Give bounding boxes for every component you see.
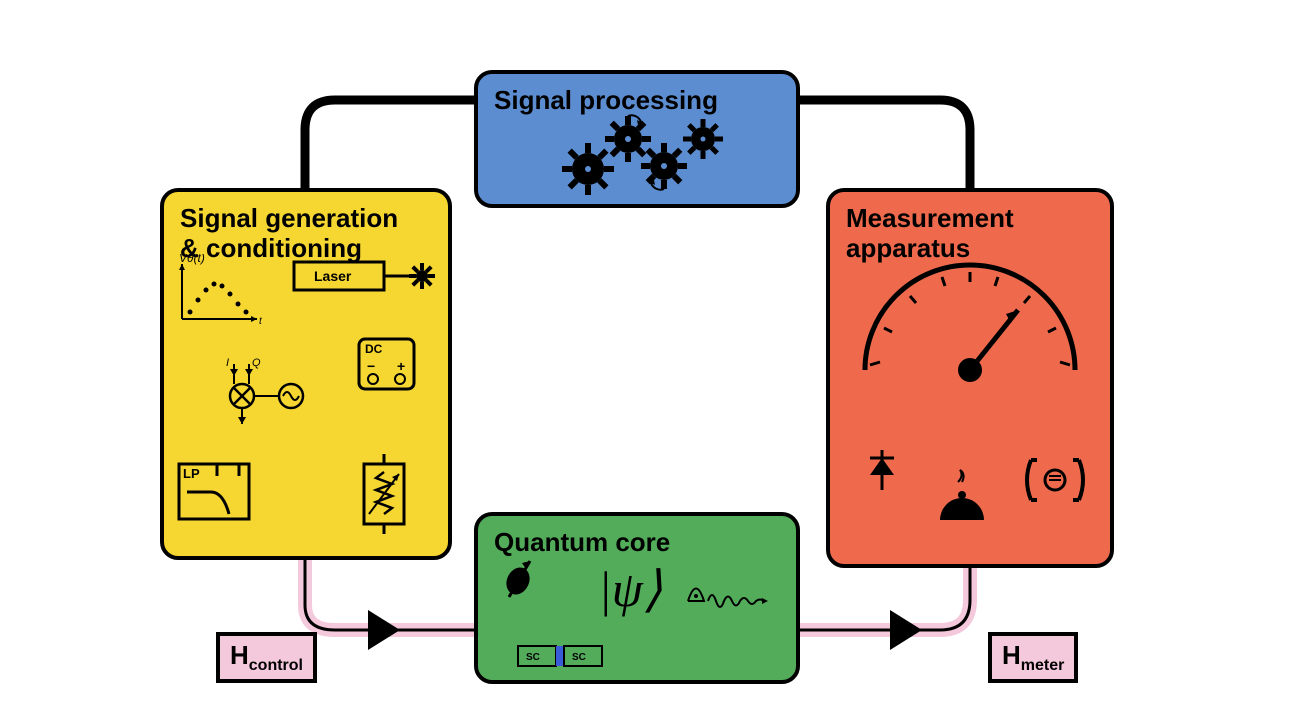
signal-processing-block: Signal processing bbox=[474, 70, 800, 208]
h-control-text: H bbox=[230, 640, 249, 670]
svg-text:SC: SC bbox=[526, 652, 540, 663]
signal-generation-title-1: Signal generation bbox=[180, 204, 432, 234]
wavepacket-icon bbox=[688, 589, 768, 608]
svg-text:I: I bbox=[226, 357, 229, 369]
svg-text:t: t bbox=[259, 316, 263, 327]
svg-text:−: − bbox=[367, 358, 375, 374]
h-meter-label: Hmeter bbox=[988, 632, 1078, 683]
svg-text:Q: Q bbox=[252, 357, 261, 369]
gears-icon bbox=[538, 114, 738, 204]
iq-mixer-icon: I Q bbox=[226, 357, 303, 424]
lp-filter-icon: LP bbox=[179, 464, 249, 519]
psi-ket-icon: |ψ⟩ bbox=[598, 561, 662, 617]
h-meter-text: H bbox=[1002, 640, 1021, 670]
measurement-title-1: Measurement bbox=[846, 204, 1094, 234]
svg-text:|ψ⟩: |ψ⟩ bbox=[598, 561, 662, 617]
svg-text:DC: DC bbox=[365, 342, 383, 356]
attenuator-icon bbox=[364, 454, 404, 534]
meter-dial-icon bbox=[865, 265, 1075, 382]
quantum-core-icons: |ψ⟩ SC SC bbox=[478, 546, 798, 681]
h-meter-sub: meter bbox=[1021, 657, 1065, 674]
svg-text:Laser: Laser bbox=[314, 268, 352, 284]
svg-text:+: + bbox=[397, 358, 405, 374]
dc-supply-icon: DC − + bbox=[359, 339, 414, 389]
signal-processing-title: Signal processing bbox=[494, 86, 780, 116]
svg-text:Vθ(t): Vθ(t) bbox=[179, 254, 205, 265]
vtheta-graph-icon: Vθ(t) t bbox=[179, 254, 263, 327]
signal-generation-block: Signal generation & conditioning Vθ(t) t bbox=[160, 188, 452, 560]
svg-text:SC: SC bbox=[572, 652, 586, 663]
h-control-label: Hcontrol bbox=[216, 632, 317, 683]
sc-junction-icon: SC SC bbox=[518, 646, 602, 666]
laser-icon: Laser bbox=[294, 262, 435, 290]
measurement-icons bbox=[830, 250, 1110, 560]
svg-text:LP: LP bbox=[183, 466, 200, 481]
h-control-sub: control bbox=[249, 657, 303, 674]
detector-dome-icon bbox=[940, 470, 984, 520]
measurement-block: Measurement apparatus bbox=[826, 188, 1114, 568]
cavity-icon bbox=[1027, 460, 1083, 500]
photodiode-icon bbox=[870, 450, 894, 490]
quantum-core-block: Quantum core |ψ⟩ SC bbox=[474, 512, 800, 684]
signal-gen-icons: Vθ(t) t Laser bbox=[164, 254, 448, 554]
spin-icon bbox=[502, 561, 534, 598]
diagram-canvas: Signal processing bbox=[0, 0, 1294, 728]
